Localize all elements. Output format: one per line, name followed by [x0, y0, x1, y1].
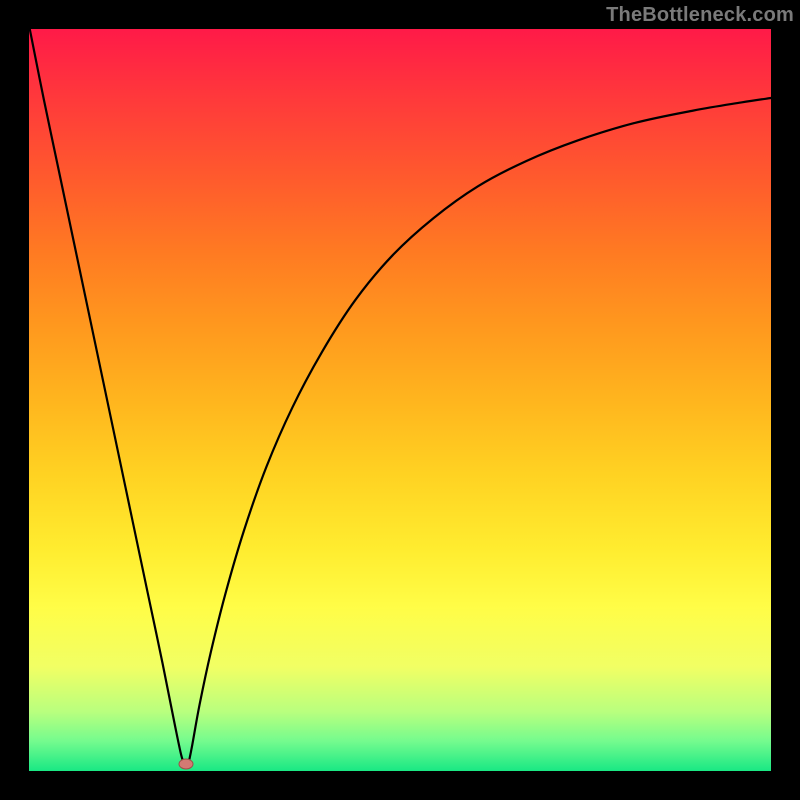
plot-area [29, 29, 771, 771]
chart-canvas: TheBottleneck.com [0, 0, 800, 800]
minimum-marker [179, 759, 194, 770]
watermark-text: TheBottleneck.com [606, 4, 794, 27]
plot-curves [29, 29, 771, 771]
